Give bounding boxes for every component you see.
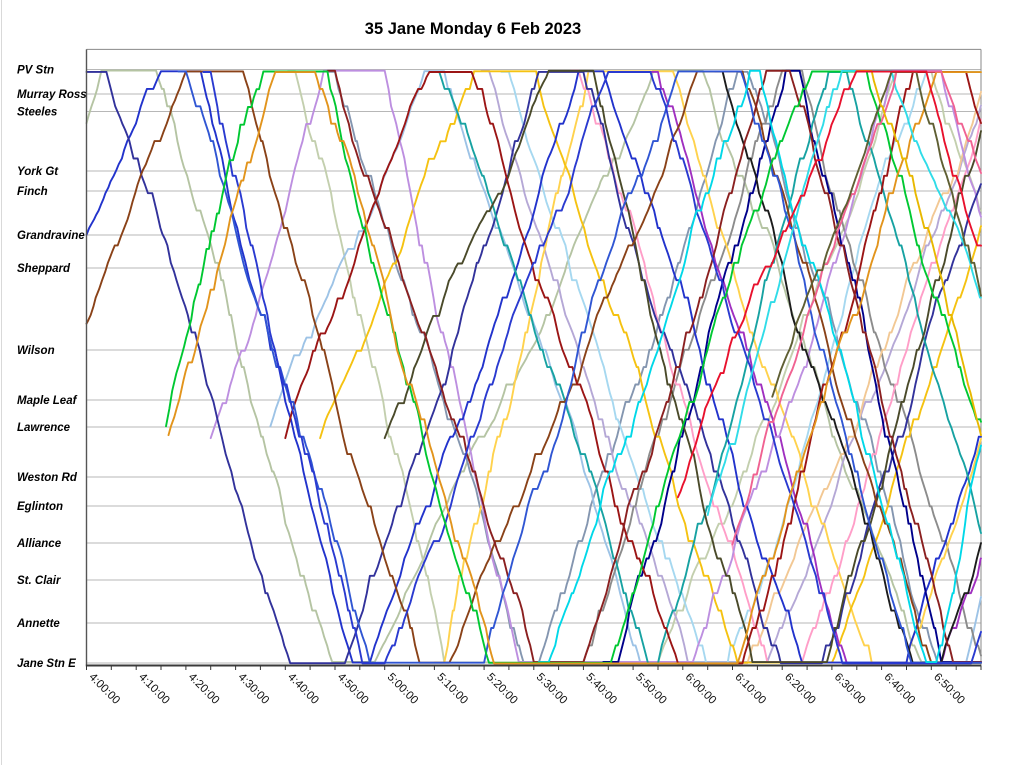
svg-text:Lawrence: Lawrence xyxy=(17,422,71,434)
svg-text:Annette: Annette xyxy=(16,618,60,630)
svg-text:Weston Rd: Weston Rd xyxy=(17,472,78,484)
svg-text:PV Stn: PV Stn xyxy=(17,65,54,77)
svg-text:Finch: Finch xyxy=(17,186,48,198)
svg-text:St. Clair: St. Clair xyxy=(17,575,61,587)
svg-text:Murray Ross: Murray Ross xyxy=(17,89,87,101)
svg-text:Grandravine: Grandravine xyxy=(17,230,85,242)
svg-text:Wilson: Wilson xyxy=(17,345,55,357)
svg-text:Jane Stn E: Jane Stn E xyxy=(17,658,76,670)
svg-text:Eglinton: Eglinton xyxy=(17,501,63,513)
svg-text:Sheppard: Sheppard xyxy=(17,263,71,275)
svg-text:35 Jane Monday 6 Feb 2023: 35 Jane Monday 6 Feb 2023 xyxy=(365,20,581,38)
svg-text:Maple Leaf: Maple Leaf xyxy=(17,395,78,407)
svg-text:York Gt: York Gt xyxy=(17,166,59,178)
svg-text:Alliance: Alliance xyxy=(16,538,62,550)
svg-text:Steeles: Steeles xyxy=(17,107,57,119)
